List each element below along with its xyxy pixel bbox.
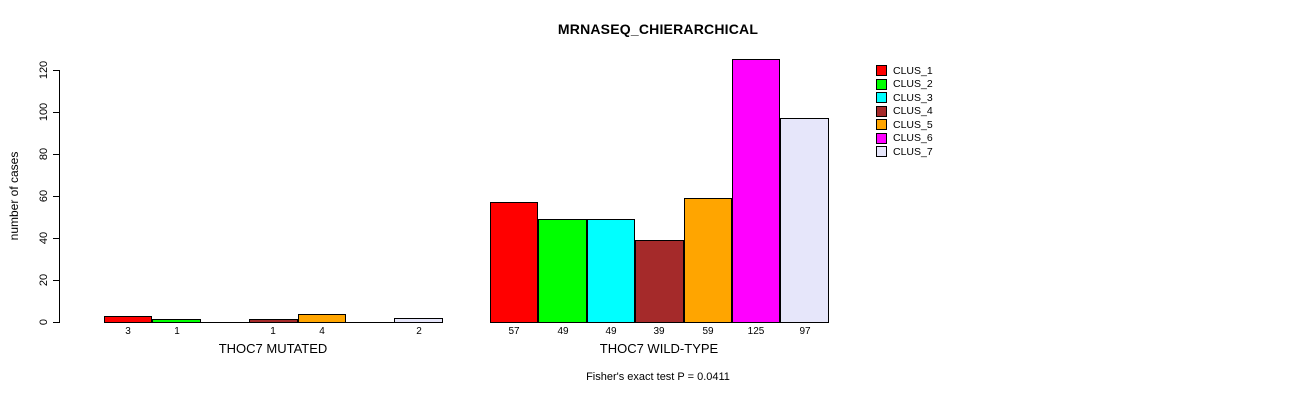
bar-clus_7 — [780, 118, 829, 323]
bar-clus_5 — [684, 198, 732, 323]
y-tick-label: 20 — [38, 273, 50, 287]
y-tick-mark — [53, 238, 60, 239]
legend-swatch — [876, 119, 887, 131]
legend-item-clus_1: CLUS_1 — [876, 64, 933, 78]
legend-swatch — [876, 78, 887, 90]
group-label-mutated: THOC7 MUTATED — [218, 341, 328, 356]
bar-value-label: 1 — [174, 326, 180, 337]
bar-value-label: 49 — [605, 326, 617, 337]
legend-swatch — [876, 146, 887, 158]
bar-clus_5 — [298, 314, 346, 323]
bar-value-label: 39 — [653, 326, 665, 337]
legend-label: CLUS_4 — [893, 105, 933, 118]
y-tick-mark — [53, 154, 60, 155]
y-tick-mark — [53, 70, 60, 71]
group-label-wild-type: THOC7 WILD-TYPE — [599, 341, 719, 356]
bar-clus_1 — [104, 316, 152, 323]
bar-clus_2 — [538, 219, 587, 323]
bar-value-label: 57 — [508, 326, 520, 337]
y-tick-label: 40 — [38, 231, 50, 245]
legend-item-clus_7: CLUS_7 — [876, 145, 933, 159]
legend-swatch — [876, 92, 887, 104]
y-axis-title: number of cases — [7, 151, 21, 241]
bar-value-label: 125 — [747, 326, 765, 337]
legend-label: CLUS_5 — [893, 118, 933, 131]
legend-swatch — [876, 105, 887, 117]
legend-item-clus_6: CLUS_6 — [876, 132, 933, 146]
y-tick-label: 120 — [38, 60, 50, 80]
bar-clus_1 — [490, 202, 538, 323]
bar-value-label: 59 — [702, 326, 714, 337]
legend-label: CLUS_7 — [893, 145, 933, 158]
legend: CLUS_1 CLUS_2 CLUS_3 CLUS_4 CLUS_5 CLUS_6 CLUS… — [876, 64, 933, 159]
chart-title: MRNASEQ_CHIERARCHICAL — [557, 21, 759, 37]
bar-clus_6 — [732, 59, 780, 323]
legend-label: CLUS_6 — [893, 132, 933, 145]
bar-value-label: 3 — [125, 326, 131, 337]
y-tick-label: 100 — [38, 102, 50, 122]
y-tick-label: 60 — [38, 189, 50, 203]
fisher-test-annotation: Fisher's exact test P = 0.0411 — [586, 371, 730, 383]
bar-clus_7 — [394, 318, 443, 323]
bar-value-label: 4 — [319, 326, 325, 337]
bar-group-wild-type: 57 49 49 39 59 125 97 THOC7 WILD-TYPE — [490, 0, 830, 400]
bar-value-label: 49 — [557, 326, 569, 337]
legend-item-clus_2: CLUS_2 — [876, 78, 933, 92]
y-tick-mark — [53, 196, 60, 197]
bar-clus_3 — [587, 219, 635, 323]
y-tick-mark — [53, 322, 60, 323]
legend-label: CLUS_3 — [893, 91, 933, 104]
legend-label: CLUS_1 — [893, 64, 933, 77]
legend-item-clus_3: CLUS_3 — [876, 91, 933, 105]
legend-label: CLUS_2 — [893, 78, 933, 91]
y-tick-label: 80 — [38, 147, 50, 161]
legend-swatch — [876, 132, 887, 144]
legend-item-clus_4: CLUS_4 — [876, 105, 933, 119]
y-tick-mark — [53, 280, 60, 281]
y-tick-label: 0 — [38, 318, 50, 326]
bar-group-mutated: 3 1 1 4 2 THOC7 MUTATED — [104, 0, 444, 400]
bar-value-label: 97 — [799, 326, 811, 337]
bar-clus_4 — [635, 240, 684, 323]
y-tick-mark — [53, 112, 60, 113]
bar-value-label: 2 — [416, 326, 422, 337]
bar-clus_4 — [249, 319, 298, 323]
legend-swatch — [876, 65, 887, 77]
bar-clus_2 — [152, 319, 201, 323]
bar-value-label: 1 — [270, 326, 276, 337]
legend-item-clus_5: CLUS_5 — [876, 118, 933, 132]
